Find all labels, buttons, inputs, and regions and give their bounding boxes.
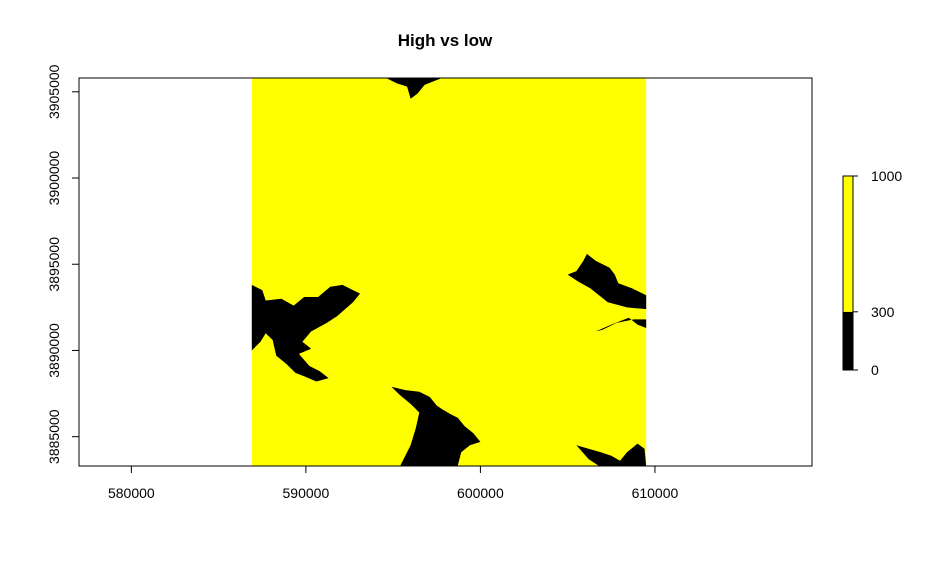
x-tick-label: 590000 — [283, 485, 330, 501]
raster-low-bottom-right-inlet — [576, 443, 647, 466]
raster-low-right-upper-arm — [567, 253, 647, 310]
y-tick-label: 3905000 — [46, 64, 62, 119]
x-axis: 580000 590000 600000 610000 — [108, 465, 679, 501]
legend-tick-label: 300 — [871, 304, 895, 320]
legend-swatch — [843, 176, 853, 312]
raster-layer — [251, 78, 647, 466]
x-tick-label: 610000 — [632, 485, 679, 501]
raster-low-right-lower-arm — [595, 317, 647, 332]
raster-low-bottom-center-inlet — [391, 386, 481, 466]
color-legend: 0 300 1000 — [842, 168, 902, 378]
legend-frame — [842, 175, 854, 371]
y-tick-label: 3890000 — [46, 323, 62, 378]
y-tick-label: 3885000 — [46, 409, 62, 464]
y-tick-label: 3900000 — [46, 151, 62, 206]
x-tick-label: 600000 — [457, 485, 504, 501]
raster-low-top-inlet — [386, 78, 442, 99]
x-tick-label: 580000 — [108, 485, 155, 501]
raster-low-left-fjord — [251, 284, 360, 382]
y-tick-label: 3895000 — [46, 237, 62, 292]
legend-tick-label: 1000 — [871, 168, 902, 184]
legend-tick-label: 0 — [871, 362, 879, 378]
legend-swatch — [843, 311, 853, 370]
y-axis: 3885000 3890000 3895000 3900000 3905000 — [46, 64, 80, 464]
plot-title: High vs low — [398, 31, 493, 50]
